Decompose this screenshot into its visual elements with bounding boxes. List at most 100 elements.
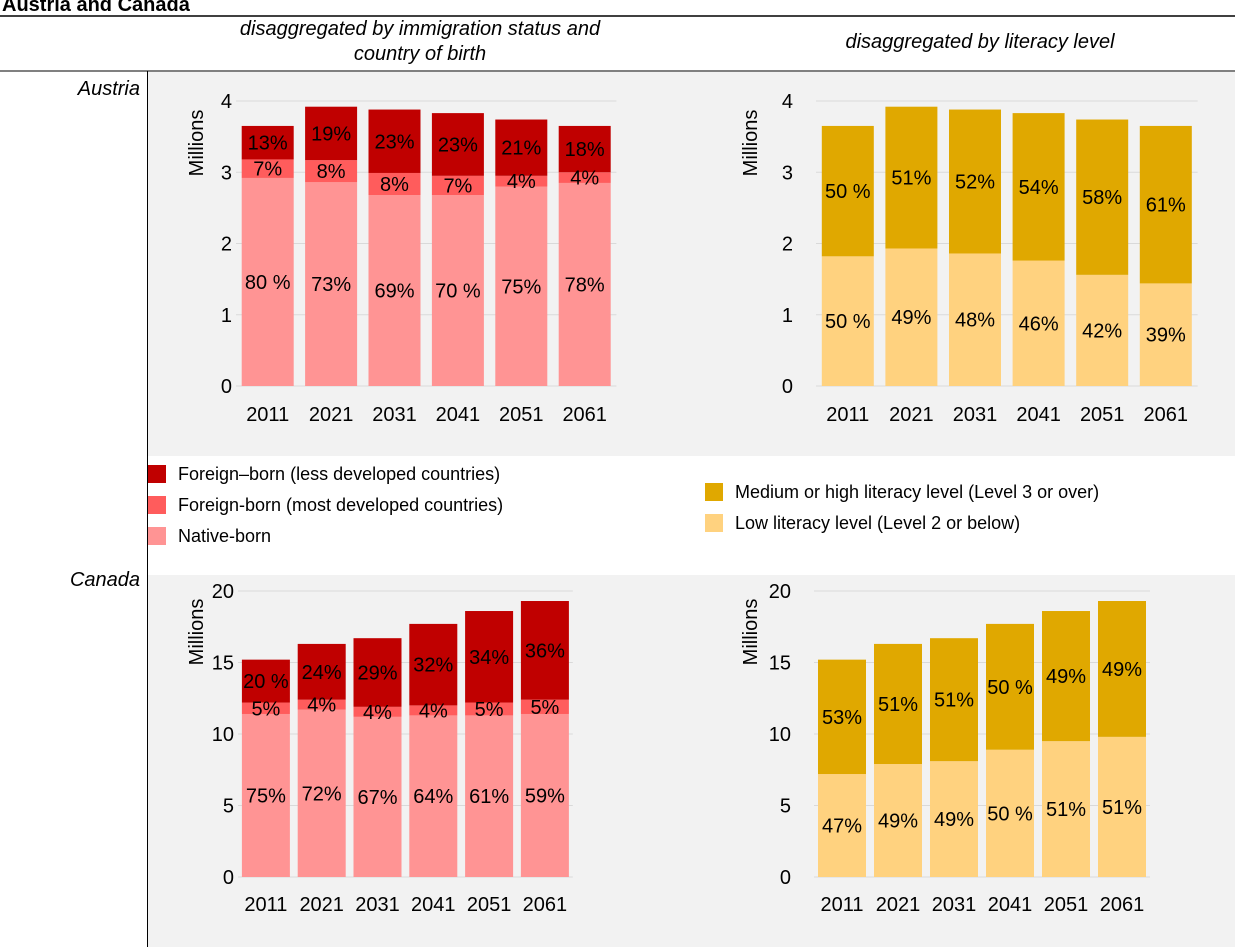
bar-segment <box>465 715 514 877</box>
x-tick-label: 2011 <box>826 404 869 426</box>
data-label: 51% <box>934 690 974 712</box>
y-axis-label: Millions <box>186 110 208 177</box>
x-tick-label: 2041 <box>988 894 1033 916</box>
data-label: 69% <box>374 281 414 303</box>
bar-segment <box>949 253 1001 386</box>
x-tick-label: 2011 <box>246 404 289 426</box>
x-tick-label: 2031 <box>372 404 417 426</box>
data-label: 51% <box>878 694 918 716</box>
bar-segment <box>520 699 569 714</box>
bar-segment <box>297 709 346 877</box>
y-tick-label: 15 <box>212 653 234 675</box>
bar-segment <box>821 256 874 386</box>
data-label: 13% <box>248 133 288 155</box>
bar-segment <box>818 774 866 877</box>
bar-segment <box>821 125 874 257</box>
bar-segment <box>520 713 569 877</box>
bar-segment <box>353 716 402 877</box>
y-tick-label: 3 <box>782 162 793 184</box>
y-tick-label: 0 <box>223 867 234 889</box>
data-label: 4% <box>570 168 599 190</box>
data-label: 36% <box>525 640 565 662</box>
x-tick-label: 2011 <box>820 894 863 916</box>
bar-segment <box>465 611 514 703</box>
x-tick-label: 2041 <box>411 894 456 916</box>
data-label: 24% <box>302 662 342 684</box>
bar-segment <box>305 160 358 183</box>
bar-segment <box>241 125 294 160</box>
legend-swatch <box>705 514 723 532</box>
bar-segment <box>465 702 514 716</box>
data-label: 23% <box>374 131 414 153</box>
data-label: 50 % <box>825 181 871 203</box>
data-label: 8% <box>317 161 346 183</box>
column-heading: disaggregated by literacy level <box>845 31 1115 53</box>
bar-segment <box>353 638 402 707</box>
bar-segment <box>431 195 484 386</box>
bar-segment <box>297 699 346 710</box>
data-label: 51% <box>891 168 931 190</box>
data-label: 4% <box>507 171 536 193</box>
bar-segment <box>558 182 611 386</box>
data-label: 50 % <box>987 677 1033 699</box>
data-label: 49% <box>878 811 918 833</box>
bar-segment <box>986 623 1034 750</box>
bar-segment <box>431 113 484 176</box>
bar-segment <box>297 643 346 700</box>
y-tick-label: 0 <box>782 376 793 398</box>
legend-label: Foreign-born (most developed countries) <box>178 495 503 515</box>
data-label: 75% <box>501 276 541 298</box>
x-tick-label: 2031 <box>953 404 998 426</box>
y-tick-label: 3 <box>221 162 232 184</box>
y-tick-label: 2 <box>221 234 232 256</box>
bar-segment <box>930 761 978 877</box>
legend-label: Native-born <box>178 526 271 546</box>
bar-segment <box>353 706 402 717</box>
data-label: 29% <box>357 663 397 685</box>
legend-label: Foreign–born (less developed countries) <box>178 464 500 484</box>
legend-swatch <box>148 496 166 514</box>
y-tick-label: 10 <box>212 724 234 746</box>
x-tick-label: 2051 <box>1044 894 1089 916</box>
bar-segment <box>241 659 290 703</box>
data-label: 39% <box>1146 325 1186 347</box>
data-label: 70 % <box>435 281 481 303</box>
bar-segment <box>409 705 458 716</box>
data-label: 54% <box>1019 177 1059 199</box>
data-label: 4% <box>363 702 392 724</box>
title: Austria and Canada <box>2 0 191 16</box>
data-label: 34% <box>469 647 509 669</box>
data-label: 19% <box>311 123 351 145</box>
legend-swatch <box>148 527 166 545</box>
column-heading: country of birth <box>354 43 486 65</box>
data-label: 32% <box>413 655 453 677</box>
bar-segment <box>368 172 421 196</box>
x-tick-label: 2021 <box>309 404 354 426</box>
row-label: Canada <box>70 569 140 591</box>
y-tick-label: 10 <box>769 724 791 746</box>
data-label: 75% <box>246 785 286 807</box>
y-axis-label: Millions <box>186 599 208 666</box>
bar-segment <box>241 159 294 178</box>
x-tick-label: 2061 <box>562 404 607 426</box>
data-label: 49% <box>1102 659 1142 681</box>
y-tick-label: 2 <box>782 234 793 256</box>
data-label: 58% <box>1082 187 1122 209</box>
data-label: 7% <box>443 175 472 197</box>
data-label: 73% <box>311 274 351 296</box>
data-label: 49% <box>934 809 974 831</box>
x-tick-label: 2041 <box>1016 404 1061 426</box>
data-label: 50 % <box>825 311 871 333</box>
x-tick-label: 2011 <box>244 894 287 916</box>
x-tick-label: 2061 <box>1144 404 1189 426</box>
legend-swatch <box>148 465 166 483</box>
legend-swatch <box>705 483 723 501</box>
bar-segment <box>241 713 290 877</box>
bar-segment <box>1042 611 1090 742</box>
bar-segment <box>520 601 569 700</box>
data-label: 72% <box>302 783 342 805</box>
bar-segment <box>874 643 922 765</box>
data-label: 20 % <box>243 671 289 693</box>
data-label: 59% <box>525 785 565 807</box>
x-tick-label: 2021 <box>299 894 344 916</box>
